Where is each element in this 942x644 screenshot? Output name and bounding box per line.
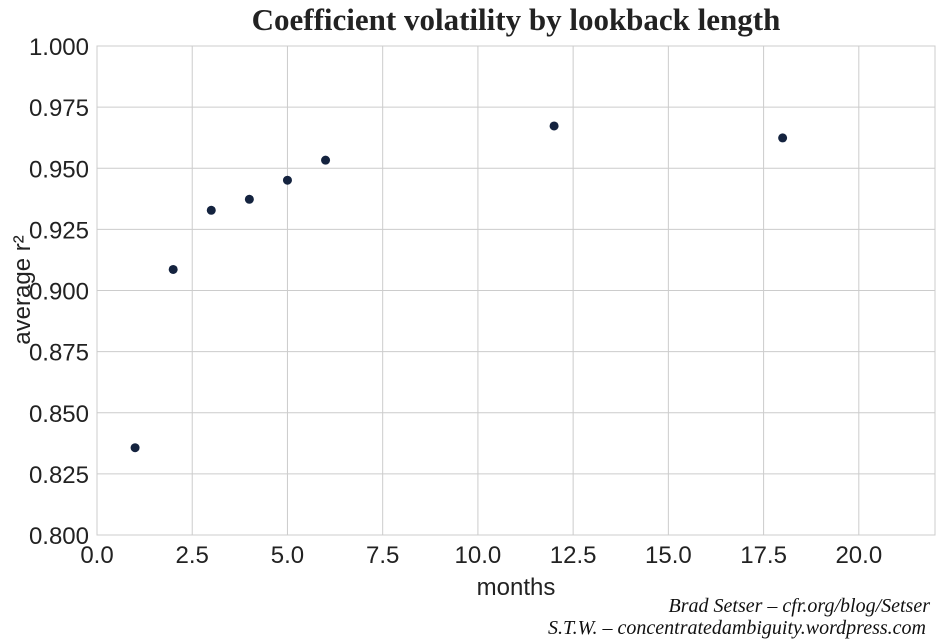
x-axis-label: months xyxy=(477,574,556,601)
y-tick-label: 0.950 xyxy=(29,156,89,183)
y-tick-label: 0.900 xyxy=(29,279,89,306)
data-point xyxy=(778,133,788,143)
data-point xyxy=(168,264,178,274)
y-tick-label: 0.825 xyxy=(29,462,89,489)
plot-frame xyxy=(96,45,936,536)
y-tick-label: 1.000 xyxy=(29,34,89,61)
y-axis-ticks: 0.800 0.825 0.850 0.875 0.900 0.925 0.950 0.975… xyxy=(29,34,89,550)
x-tick-label: 20.0 xyxy=(835,542,882,569)
x-tick-label: 2.5 xyxy=(176,542,209,569)
grid xyxy=(96,45,935,536)
credit-line-1: Brad Setser – cfr.org/blog/Setser xyxy=(669,595,931,617)
y-axis-label: average r² xyxy=(9,235,36,344)
y-tick-label: 0.800 xyxy=(29,523,89,550)
data-point xyxy=(130,443,140,453)
y-tick-label: 0.925 xyxy=(29,217,89,244)
y-tick-label: 0.975 xyxy=(29,95,89,122)
y-tick-label: 0.875 xyxy=(29,340,89,367)
y-tick-label: 0.850 xyxy=(29,401,89,428)
credit-line-2: S.T.W. – concentratedambiguity.wordpress… xyxy=(548,617,926,639)
x-tick-label: 17.5 xyxy=(740,542,787,569)
x-tick-label: 5.0 xyxy=(271,542,304,569)
x-tick-label: 15.0 xyxy=(645,542,692,569)
x-axis-ticks: 0.0 2.5 5.0 7.5 10.0 12.5 15.0 17.5 20.0 xyxy=(80,542,882,569)
data-point xyxy=(549,121,559,131)
data-point xyxy=(321,155,331,165)
data-point xyxy=(244,194,254,204)
data-points xyxy=(130,121,788,453)
data-point xyxy=(282,175,292,185)
x-tick-label: 10.0 xyxy=(455,542,502,569)
chart-title: Coefficient volatility by lookback lengt… xyxy=(252,2,781,37)
data-point xyxy=(206,205,216,215)
x-tick-label: 0.0 xyxy=(80,542,113,569)
x-tick-label: 7.5 xyxy=(366,542,399,569)
x-tick-label: 12.5 xyxy=(550,542,597,569)
